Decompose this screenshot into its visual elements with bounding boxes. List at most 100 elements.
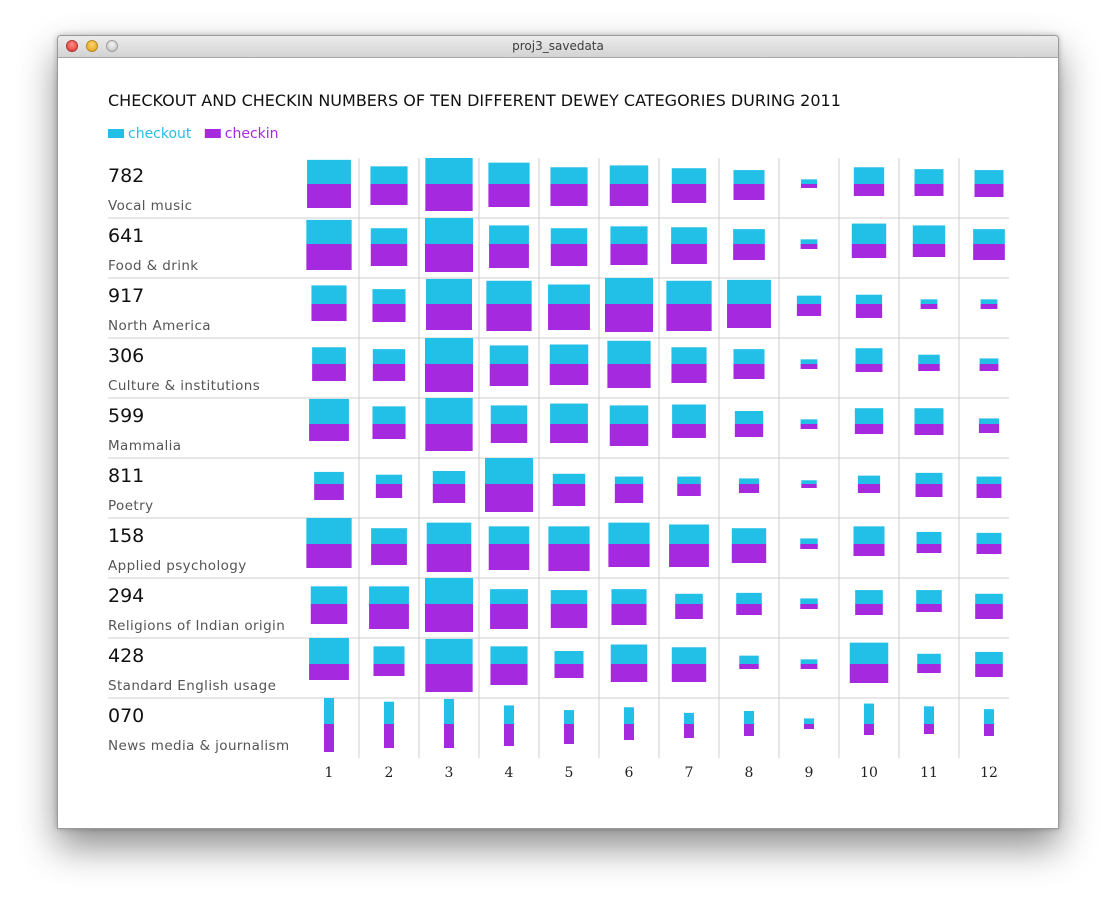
- checkout-bar: [550, 590, 588, 604]
- checkin-bar: [425, 604, 473, 632]
- checkin-bar: [800, 244, 818, 249]
- checkin-bar: [373, 664, 405, 676]
- checkout-bar: [370, 166, 408, 184]
- checkout-bar: [549, 344, 589, 364]
- checkin-bar: [488, 184, 530, 207]
- checkout-bar: [984, 709, 994, 724]
- checkout-bar: [554, 651, 584, 664]
- checkout-bar: [425, 578, 473, 604]
- checkout-bar: [426, 278, 472, 304]
- checkin-bar: [914, 424, 944, 435]
- checkin-bar: [733, 364, 765, 379]
- category-name: Vocal music: [108, 198, 193, 214]
- checkin-bar: [605, 304, 653, 332]
- category-name: Religions of Indian origin: [108, 618, 285, 634]
- checkin-bar: [976, 544, 1002, 554]
- checkout-bar: [425, 638, 473, 664]
- checkout-bar: [312, 347, 346, 364]
- checkout-bar: [976, 476, 1002, 484]
- checkout-bar: [855, 348, 883, 364]
- checkin-bar: [425, 424, 473, 451]
- dewey-checkout-checkin-chart: CHECKOUT AND CHECKIN NUMBERS OF TEN DIFF…: [108, 91, 1009, 781]
- category-code: 428: [108, 645, 144, 667]
- checkout-bar: [490, 589, 528, 604]
- checkout-bar: [425, 218, 473, 244]
- close-window-button[interactable]: [66, 40, 78, 52]
- checkin-bar: [804, 724, 814, 729]
- checkout-bar: [980, 299, 998, 304]
- minimize-window-button[interactable]: [86, 40, 98, 52]
- checkout-bar: [920, 299, 938, 304]
- checkout-bar: [384, 701, 394, 724]
- checkin-bar: [800, 604, 818, 609]
- checkout-bar: [914, 169, 944, 184]
- zoom-window-button[interactable]: [106, 40, 118, 52]
- checkout-bar: [548, 526, 590, 544]
- checkin-bar: [916, 544, 942, 553]
- checkout-bar: [800, 179, 818, 184]
- checkin-bar: [425, 184, 473, 211]
- checkin-bar: [800, 184, 818, 188]
- checkin-bar: [979, 364, 999, 371]
- checkout-bar: [490, 646, 528, 664]
- category-code: 811: [108, 465, 144, 487]
- checkout-bar: [375, 474, 403, 484]
- checkin-bar: [731, 544, 767, 563]
- checkin-bar: [609, 184, 649, 206]
- x-tick-label: 1: [325, 765, 334, 781]
- category-code: 306: [108, 345, 144, 367]
- category-code: 294: [108, 585, 144, 607]
- checkout-bar: [609, 165, 649, 184]
- checkin-bar: [370, 184, 408, 205]
- checkout-bar: [504, 705, 514, 724]
- checkin-bar: [489, 244, 529, 268]
- legend-label-checkin: checkin: [225, 126, 279, 142]
- checkout-bar: [739, 655, 759, 664]
- checkout-bar: [550, 403, 588, 424]
- checkout-bar: [610, 226, 648, 244]
- checkout-bar: [916, 590, 942, 604]
- checkin-bar: [739, 664, 759, 669]
- checkout-bar: [489, 345, 529, 364]
- category-name: Standard English usage: [108, 678, 276, 694]
- checkin-bar: [671, 364, 707, 383]
- checkout-bar: [854, 408, 884, 424]
- checkout-bar: [485, 458, 533, 484]
- checkout-bar: [611, 589, 647, 604]
- checkin-bar: [736, 604, 762, 615]
- category-name: Culture & institutions: [108, 378, 260, 394]
- checkout-bar: [736, 592, 762, 604]
- legend-swatch-checkout: [108, 129, 124, 138]
- checkin-bar: [426, 304, 472, 330]
- checkout-bar: [605, 278, 653, 304]
- checkin-bar: [309, 664, 349, 680]
- checkout-bar: [974, 170, 1004, 184]
- checkin-bar: [974, 184, 1004, 197]
- checkin-bar: [324, 724, 334, 752]
- checkin-bar: [444, 724, 454, 748]
- checkout-bar: [976, 532, 1002, 544]
- checkin-bar: [504, 724, 514, 746]
- checkout-bar: [849, 642, 889, 664]
- x-tick-label: 10: [860, 765, 878, 781]
- x-tick-label: 5: [565, 765, 574, 781]
- checkout-bar: [915, 472, 943, 484]
- checkin-bar: [314, 484, 344, 500]
- checkout-bar: [624, 707, 634, 724]
- checkin-bar: [549, 364, 589, 385]
- checkout-bar: [671, 227, 707, 244]
- category-name: Food & drink: [108, 258, 199, 274]
- legend-label-checkout: checkout: [128, 126, 192, 142]
- checkout-bar: [609, 405, 649, 424]
- checkin-bar: [734, 424, 764, 437]
- checkin-bar: [744, 724, 754, 736]
- checkin-bar: [609, 424, 649, 446]
- checkin-bar: [671, 184, 707, 203]
- checkin-bar: [610, 664, 648, 682]
- checkin-bar: [984, 724, 994, 736]
- checkout-bar: [669, 524, 709, 544]
- checkout-bar: [864, 703, 874, 724]
- checkin-bar: [548, 544, 590, 571]
- checkin-bar: [425, 664, 473, 692]
- checkout-bar: [853, 167, 885, 184]
